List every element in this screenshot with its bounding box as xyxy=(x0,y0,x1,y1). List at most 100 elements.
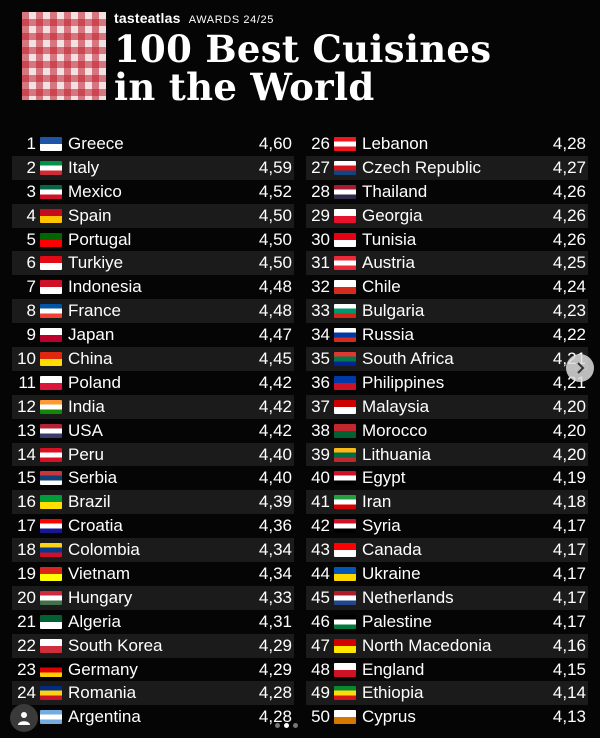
flag-icon xyxy=(40,686,62,701)
carousel-dot[interactable] xyxy=(293,723,298,728)
country-name: Iran xyxy=(362,492,392,512)
ranking-row: 18 Colombia 4,34 xyxy=(12,538,294,563)
country-name: Netherlands xyxy=(362,587,454,607)
ranking-row: 9 Japan 4,47 xyxy=(12,323,294,347)
rank-number: 46 xyxy=(311,611,330,631)
country-name: Croatia xyxy=(68,516,123,536)
ranking-row: 11 Poland 4,42 xyxy=(12,371,294,395)
flag-icon xyxy=(334,304,356,319)
rank-number: 37 xyxy=(311,396,330,416)
ranking-row: 43 Canada 4,17 xyxy=(306,538,588,563)
country-name: India xyxy=(68,396,105,416)
rank-number: 31 xyxy=(311,253,330,273)
country-name: Bulgaria xyxy=(362,301,425,321)
carousel-dots xyxy=(275,723,298,728)
flag-icon xyxy=(40,519,62,534)
country-name: Colombia xyxy=(68,540,140,560)
flag-icon xyxy=(334,208,356,223)
rating-score: 4,17 xyxy=(552,587,586,607)
rank-number: 16 xyxy=(17,492,36,512)
rating-score: 4,40 xyxy=(258,468,292,488)
country-name: Indonesia xyxy=(68,277,142,297)
flag-icon xyxy=(40,662,62,677)
rank-number: 42 xyxy=(311,516,330,536)
ranking-row: 14 Peru 4,40 xyxy=(12,442,294,467)
country-name: Ethiopia xyxy=(362,683,424,703)
country-name: Chile xyxy=(362,277,401,297)
rating-score: 4,28 xyxy=(258,683,292,703)
flag-icon xyxy=(334,328,356,343)
rating-score: 4,20 xyxy=(552,420,586,440)
rating-score: 4,26 xyxy=(552,181,586,201)
country-name: Cyprus xyxy=(362,707,416,727)
ranking-row: 25Argentina4,28 xyxy=(12,705,294,729)
country-name: Spain xyxy=(68,205,112,225)
rank-number: 3 xyxy=(26,181,36,201)
title-line-2: in the World xyxy=(114,65,375,109)
rank-number: 10 xyxy=(17,348,36,368)
country-name: Mexico xyxy=(68,181,122,201)
flag-icon xyxy=(40,160,62,175)
rating-score: 4,18 xyxy=(552,492,586,512)
ranking-row: 2 Italy 4,59 xyxy=(12,155,294,180)
flag-icon xyxy=(334,280,356,295)
ranking-row: 4 Spain 4,50 xyxy=(12,203,294,228)
flag-icon xyxy=(334,519,356,534)
ranking-row: 19 Vietnam 4,34 xyxy=(12,562,294,586)
flag-icon xyxy=(40,136,62,151)
country-name: North Macedonia xyxy=(362,635,492,655)
rating-score: 4,34 xyxy=(258,540,292,560)
rank-number: 35 xyxy=(311,348,330,368)
rank-number: 8 xyxy=(26,301,36,321)
rank-number: 20 xyxy=(17,587,36,607)
flag-icon xyxy=(40,495,62,510)
ranking-row: 16 Brazil 4,39 xyxy=(12,490,294,515)
rating-score: 4,48 xyxy=(258,277,292,297)
rating-score: 4,34 xyxy=(258,563,292,583)
rank-number: 14 xyxy=(17,444,36,464)
flag-icon xyxy=(334,399,356,414)
rank-number: 38 xyxy=(311,420,330,440)
flag-icon xyxy=(40,351,62,366)
rank-number: 2 xyxy=(26,157,36,177)
ranking-row: 42 Syria 4,17 xyxy=(306,514,588,538)
rank-number: 28 xyxy=(311,181,330,201)
rating-score: 4,50 xyxy=(258,205,292,225)
country-name: Tunisia xyxy=(362,229,417,249)
rank-number: 40 xyxy=(311,468,330,488)
rank-number: 27 xyxy=(311,157,330,177)
checkered-tablecloth-logo xyxy=(22,12,106,100)
rank-number: 32 xyxy=(311,277,330,297)
country-name: Germany xyxy=(68,659,138,679)
user-tag-button[interactable] xyxy=(10,704,38,732)
ranking-row: 1 Greece 4,60 xyxy=(12,132,294,156)
ranking-row: 30 Tunisia 4,26 xyxy=(306,228,588,252)
next-arrow-button[interactable] xyxy=(566,354,594,382)
country-name: South Korea xyxy=(68,635,163,655)
country-name: Algeria xyxy=(68,611,121,631)
country-name: Poland xyxy=(68,372,121,392)
flag-icon xyxy=(40,566,62,581)
ranking-row: 17 Croatia 4,36 xyxy=(12,514,294,538)
rating-score: 4,42 xyxy=(258,372,292,392)
country-name: USA xyxy=(68,420,103,440)
country-name: Morocco xyxy=(362,420,428,440)
carousel-dot[interactable] xyxy=(275,723,280,728)
rank-number: 49 xyxy=(311,683,330,703)
ranking-row: 36 Philippines 4,21 xyxy=(306,371,588,395)
rank-number: 34 xyxy=(311,325,330,345)
flag-icon xyxy=(334,710,356,725)
flag-icon xyxy=(334,495,356,510)
ranking-row: 33 Bulgaria 4,23 xyxy=(306,299,588,324)
rating-score: 4,33 xyxy=(258,587,292,607)
flag-icon xyxy=(40,280,62,295)
ranking-row: 12 India 4,42 xyxy=(12,394,294,419)
ranking-row: 46 Palestine 4,17 xyxy=(306,610,588,634)
rating-score: 4,17 xyxy=(552,611,586,631)
rank-number: 5 xyxy=(26,229,36,249)
carousel-dot[interactable] xyxy=(284,723,289,728)
rank-number: 19 xyxy=(17,563,36,583)
rank-number: 21 xyxy=(17,611,36,631)
rating-score: 4,20 xyxy=(552,444,586,464)
rank-number: 23 xyxy=(17,659,36,679)
